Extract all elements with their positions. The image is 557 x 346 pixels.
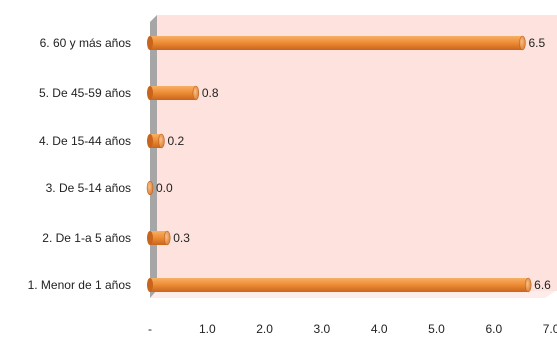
value-label: 0.3 [173,231,190,245]
bars [146,35,532,293]
bar-end-cap [192,85,200,101]
bar-body [150,278,529,292]
bar [147,277,532,293]
category-label: 1. Menor de 1 años [28,278,131,292]
bar [147,230,171,246]
axis-wall [150,15,157,298]
bar-body [150,231,168,245]
category-label: 6. 60 y más años [40,36,131,50]
plot-back-wall [157,15,557,291]
value-label: 0.0 [156,181,173,195]
category-label: 4. De 15-44 años [39,134,131,148]
bar-end-cap [524,277,532,293]
bar-end-cap [146,180,154,196]
value-label: 0.2 [167,134,184,148]
x-tick-label: 6.0 [485,322,502,336]
bar-start-cap [147,86,153,100]
x-tick-label: - [148,322,152,336]
bar-start-cap [147,134,153,148]
x-tick-label: 3.0 [314,322,331,336]
x-tick-label: 7.0 [543,322,557,336]
bar [147,133,165,149]
value-label: 6.5 [528,36,545,50]
category-label: 3. De 5-14 años [46,181,131,195]
value-label: 0.8 [202,86,219,100]
x-tick-label: 1.0 [199,322,216,336]
bar-start-cap [147,36,153,50]
bar [146,180,154,196]
category-label: 5. De 45-59 años [39,86,131,100]
bar-body [150,36,523,50]
x-tick-label: 4.0 [371,322,388,336]
x-tick-label: 2.0 [256,322,273,336]
bar-end-cap [158,133,165,149]
bar-body [150,86,196,100]
value-label: 6.6 [534,278,551,292]
bar-start-cap [147,278,153,292]
bar-end-cap [519,35,526,51]
bar [147,85,200,101]
bar [147,35,526,51]
category-label: 2. De 1-a 5 años [42,231,131,245]
category-labels: 1. Menor de 1 años 2. De 1-a 5 años 3. De … [28,36,131,292]
bar-start-cap [147,231,153,245]
x-axis-ticks: - 1.0 2.0 3.0 4.0 5.0 6.0 7.0 [148,322,557,336]
x-tick-label: 5.0 [428,322,445,336]
value-labels: 6.6 0.3 0.0 0.2 0.8 6.5 [156,36,551,292]
bar-end-cap [163,230,171,246]
bar-body [150,134,162,148]
